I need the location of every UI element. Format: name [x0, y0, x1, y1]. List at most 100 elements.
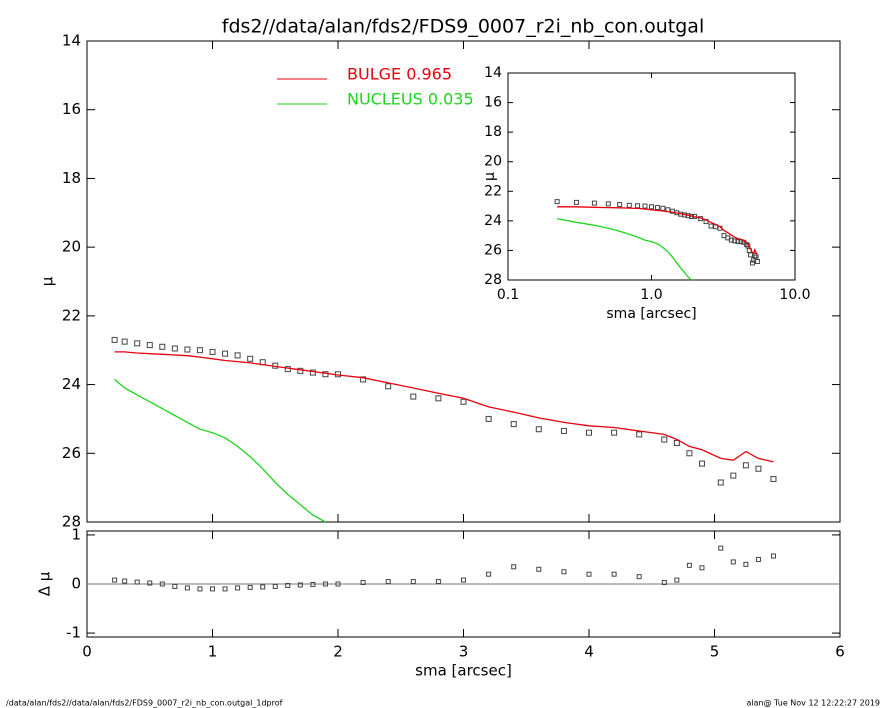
y-tick-label: 14: [62, 32, 81, 50]
data-point: [749, 260, 755, 266]
x-tick-label: 4: [584, 643, 594, 661]
data-point: [159, 581, 165, 587]
data-point: [309, 369, 316, 376]
data-point: [121, 338, 128, 345]
data-point: [385, 579, 391, 585]
data-point: [272, 583, 278, 589]
x-axis-label: sma [arcsec]: [415, 662, 512, 680]
data-point: [360, 580, 366, 586]
data-point: [297, 582, 303, 588]
data-point: [460, 398, 467, 405]
data-point: [561, 569, 567, 575]
data-point: [209, 348, 216, 355]
data-point: [661, 580, 667, 586]
legend-label: BULGE 0.965: [347, 65, 452, 84]
data-point: [410, 393, 417, 400]
model-line: [557, 206, 758, 255]
y-axis-label: Δ μ: [36, 571, 54, 596]
y-tick-label: 16: [484, 95, 502, 111]
y-axis-label: μ: [482, 172, 498, 181]
data-point: [649, 204, 654, 210]
model-line: [114, 378, 326, 523]
data-point: [699, 565, 705, 571]
y-tick-label: 24: [484, 213, 502, 229]
data-point: [654, 205, 660, 211]
data-point: [134, 340, 141, 347]
x-tick-label: 1: [208, 643, 218, 661]
data-point: [708, 223, 714, 229]
data-point: [770, 476, 777, 483]
data-point: [486, 571, 492, 577]
y-tick-label: 26: [62, 444, 81, 462]
data-point: [461, 577, 466, 583]
data-point: [197, 586, 203, 592]
data-point: [297, 367, 304, 374]
data-point: [247, 584, 253, 590]
data-point: [660, 205, 666, 211]
data-point: [611, 429, 618, 436]
x-tick-label: 6: [835, 643, 845, 661]
data-point: [196, 347, 203, 354]
data-point: [535, 426, 542, 433]
data-point: [686, 450, 693, 457]
y-tick-label: 28: [62, 513, 81, 531]
data-point: [626, 202, 632, 208]
x-tick-label: 0: [82, 643, 92, 661]
data-point: [770, 553, 776, 559]
data-point: [335, 581, 341, 587]
x-tick-label: 0.1: [497, 287, 519, 303]
data-point: [636, 574, 642, 580]
data-point: [122, 578, 128, 584]
inset-bg: [508, 73, 795, 280]
model-line: [114, 351, 774, 463]
data-point: [172, 583, 178, 589]
data-point: [147, 580, 153, 586]
data-point: [755, 556, 761, 562]
data-point: [673, 439, 680, 446]
data-point: [718, 545, 724, 551]
data-point: [247, 355, 254, 362]
data-point: [586, 571, 592, 577]
y-tick-label: 20: [62, 238, 81, 256]
data-point: [698, 460, 705, 467]
y-tick-label: 22: [484, 183, 502, 199]
data-point: [674, 577, 680, 583]
y-tick-label: 28: [484, 272, 502, 288]
data-point: [146, 342, 153, 349]
y-tick-label: 0: [71, 575, 81, 593]
data-point: [184, 585, 190, 591]
data-point: [661, 436, 668, 443]
data-point: [111, 336, 118, 343]
y-tick-label: 22: [62, 306, 81, 324]
y-tick-label: 18: [484, 124, 502, 140]
data-point: [642, 203, 648, 209]
data-point: [573, 199, 579, 205]
y-tick-label: 14: [484, 65, 502, 81]
data-point: [360, 376, 367, 383]
y-tick-label: 1: [71, 525, 81, 543]
data-point: [385, 383, 392, 390]
y-tick-label: -1: [66, 624, 81, 642]
y-tick-label: 16: [62, 100, 81, 118]
y-tick-label: 24: [62, 375, 81, 393]
data-point: [485, 415, 492, 422]
data-point: [717, 479, 724, 486]
x-tick-label: 3: [459, 643, 469, 661]
data-point: [511, 564, 517, 570]
data-point: [752, 253, 758, 259]
data-point: [322, 371, 329, 378]
x-tick-label: 5: [710, 643, 720, 661]
footer-left: /data/alan/fds2//data/alan/fds2/FDS9_000…: [6, 699, 283, 708]
data-point: [536, 566, 542, 572]
data-point: [310, 581, 316, 587]
data-point: [134, 579, 140, 585]
data-point: [732, 238, 738, 244]
data-point: [754, 259, 760, 265]
y-tick-label: 26: [484, 242, 502, 258]
data-point: [591, 200, 597, 206]
x-tick-label: 1.0: [640, 287, 662, 303]
data-point: [617, 202, 623, 208]
data-point: [743, 561, 749, 567]
data-point: [510, 421, 517, 428]
data-point: [159, 343, 166, 350]
